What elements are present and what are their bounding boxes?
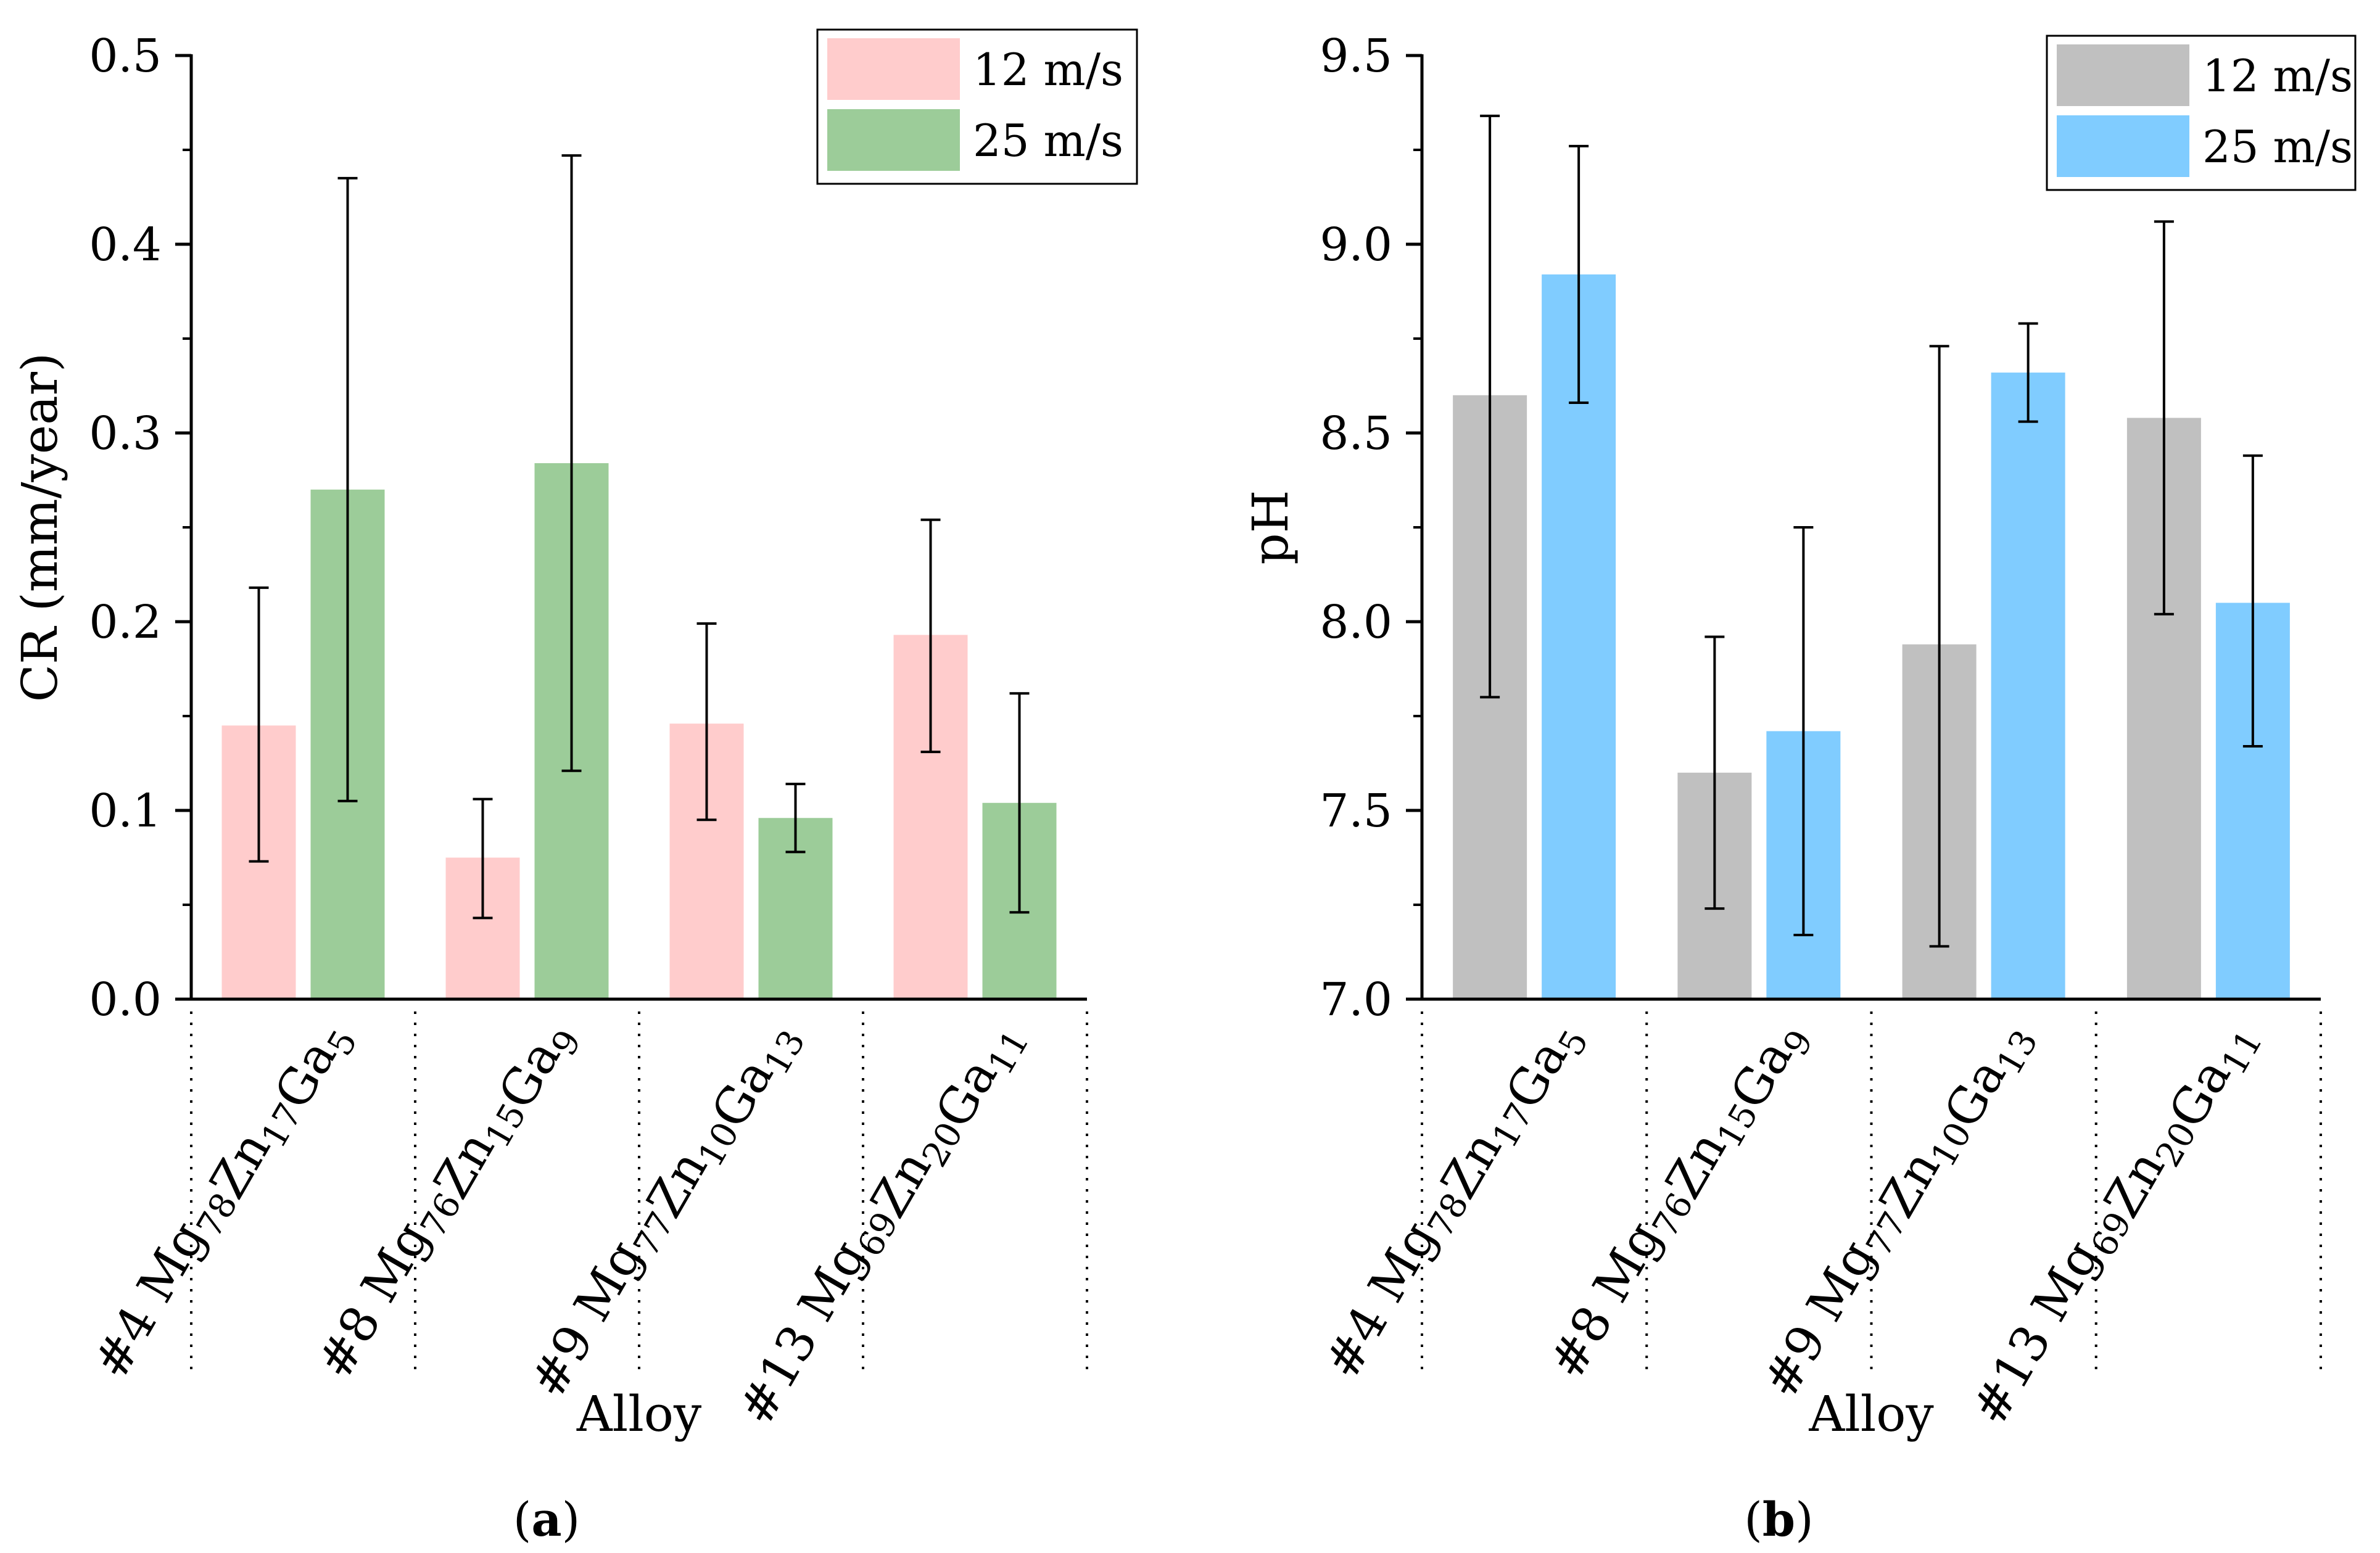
y-tick-label-b-3: 8.5 <box>1320 407 1392 460</box>
y-tick-label-b-2: 8.0 <box>1320 596 1392 649</box>
panel-a-chart: 0.00.10.20.30.40.5CR (mm/year)#4 Mg78Zn1… <box>11 28 1138 1547</box>
panel-label-a: (a) <box>513 1492 581 1547</box>
x-axis-title-a: Alloy <box>576 1385 701 1443</box>
y-tick-label-a-4: 0.4 <box>89 218 162 271</box>
errorbar-a-0-3 <box>920 518 941 754</box>
legend-swatch-a-0 <box>827 38 960 100</box>
errorbar-a-1-0 <box>337 176 358 802</box>
y-tick-label-b-0: 7.0 <box>1320 973 1392 1026</box>
y-axis-title-b: pH <box>1242 490 1299 565</box>
y-axis-title-a: CR (mm/year) <box>11 353 68 702</box>
bar-b-1-2 <box>1991 373 2065 999</box>
y-tick-label-b-1: 7.5 <box>1320 785 1392 838</box>
errorbar-b-0-2 <box>1929 345 1949 948</box>
errorbar-b-0-0 <box>1480 114 1500 699</box>
errorbar-a-0-1 <box>473 797 493 920</box>
panel-label-b: (b) <box>1744 1492 1813 1547</box>
errorbar-b-1-0 <box>1569 144 1589 405</box>
errorbar-a-0-0 <box>249 586 269 863</box>
legend-swatch-b-0 <box>2057 44 2189 106</box>
errorbar-b-1-1 <box>1793 526 1814 936</box>
y-tick-label-a-0: 0.0 <box>89 973 162 1026</box>
legend-swatch-b-1 <box>2057 115 2189 177</box>
legend-a: 12 m/s 25 m/s <box>816 28 1138 185</box>
legend-label-b-1: 25 m/s <box>2202 121 2353 173</box>
errorbar-a-1-3 <box>1009 692 1030 914</box>
legend-b: 12 m/s 25 m/s <box>2046 35 2357 191</box>
errorbar-b-0-1 <box>1704 635 1725 910</box>
y-tick-label-b-4: 9.0 <box>1320 218 1392 271</box>
legend-label-b-0: 12 m/s <box>2202 50 2353 102</box>
x-axis-title-b: Alloy <box>1808 1385 1933 1443</box>
legend-label-a-1: 25 m/s <box>973 115 1123 167</box>
category-label-a-1: #8 Mg76Zn15Ga9 <box>306 1000 590 1403</box>
y-tick-label-a-3: 0.3 <box>89 407 162 460</box>
errorbar-a-1-2 <box>785 783 806 854</box>
y-tick-label-a-5: 0.5 <box>89 30 162 83</box>
y-tick-label-a-2: 0.2 <box>89 596 162 649</box>
legend-label-a-0: 12 m/s <box>973 44 1123 96</box>
y-tick-label-a-1: 0.1 <box>89 785 162 838</box>
legend-swatch-a-1 <box>827 109 960 171</box>
errorbar-b-1-3 <box>2242 454 2263 748</box>
panel-b-chart: 7.07.58.08.59.09.5pH#4 Mg78Zn17Ga5#8 Mg7… <box>1242 30 2357 1547</box>
y-tick-label-b-5: 9.5 <box>1320 30 1392 83</box>
errorbar-b-0-3 <box>2154 220 2174 616</box>
errorbar-a-1-1 <box>561 154 582 772</box>
errorbar-a-0-2 <box>696 622 717 822</box>
errorbar-b-1-2 <box>2018 322 2038 423</box>
